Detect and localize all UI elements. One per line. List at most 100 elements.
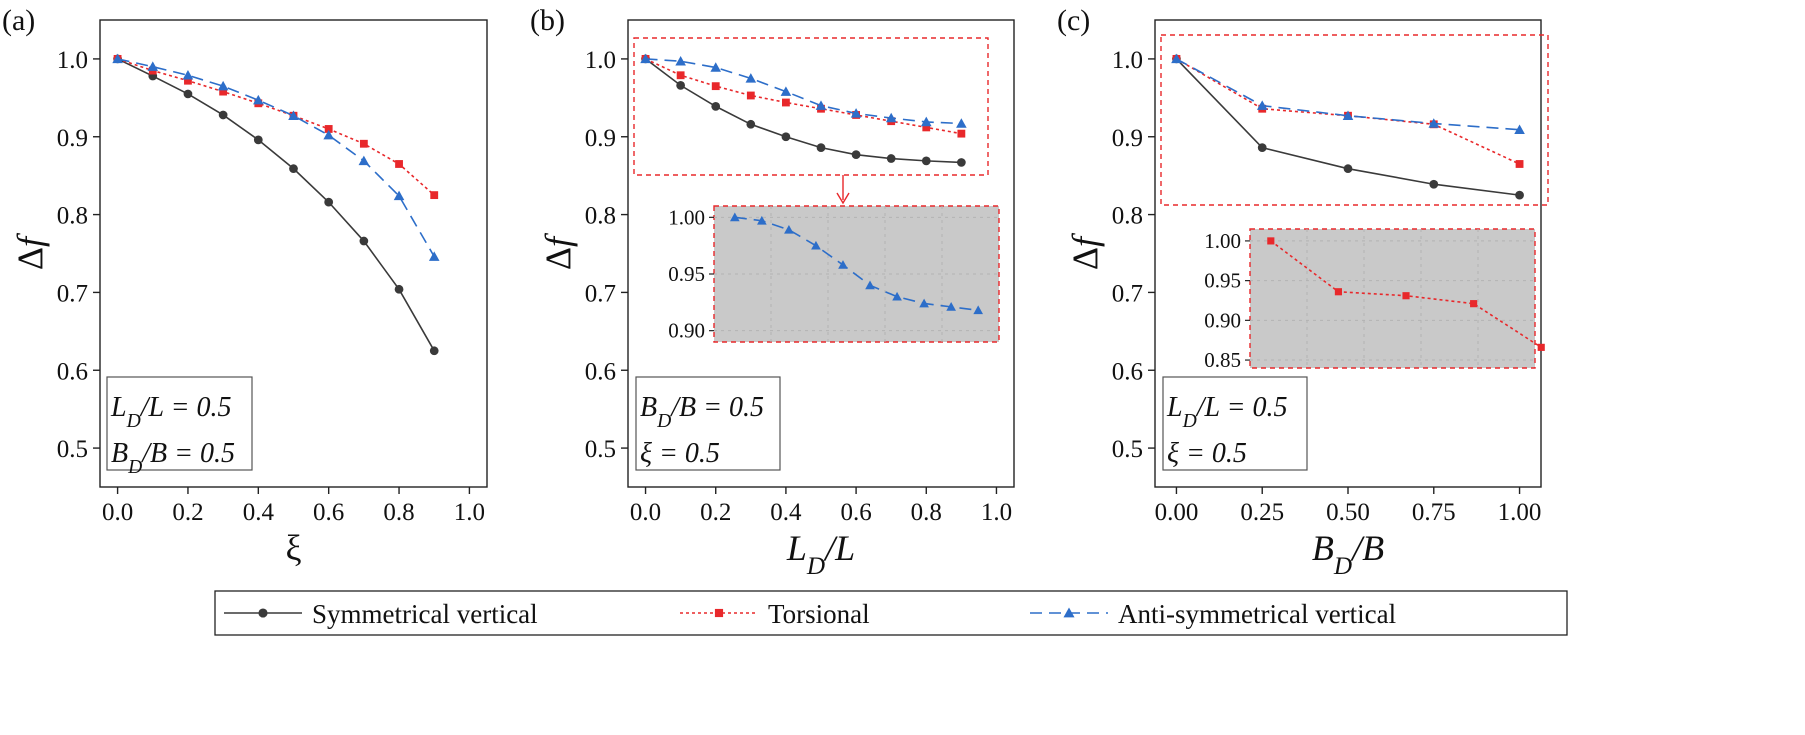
zoom-highlight-box	[633, 37, 989, 176]
y-tick-label: 0.6	[585, 358, 616, 385]
inset-frame	[1249, 228, 1536, 369]
series-line-sym	[117, 58, 435, 352]
series-anti	[1171, 53, 1525, 134]
y-tick-label: 1.0	[57, 47, 88, 74]
inset-data-point	[729, 212, 740, 222]
data-point-sym	[1429, 179, 1439, 189]
series-anti	[112, 53, 440, 261]
inset-y-tick-label: 0.90	[668, 319, 705, 343]
inset-data-point	[784, 224, 794, 234]
inset-series-line	[734, 216, 979, 312]
data-point-anti	[885, 112, 897, 123]
data-point-anti	[920, 116, 932, 127]
data-point-sym	[183, 89, 193, 99]
inset-data-point	[1402, 292, 1410, 300]
panel-label: (a)	[2, 4, 35, 37]
x-tick-label: 0.8	[383, 499, 414, 526]
legend-label-anti: Anti-symmetrical vertical	[1118, 599, 1396, 629]
inset-data-point	[892, 291, 902, 301]
panel-label: (b)	[530, 4, 565, 37]
data-point-anti	[323, 129, 334, 140]
data-point-sym	[816, 143, 826, 153]
y-tick-label: 0.7	[585, 280, 616, 307]
data-point-tor	[781, 98, 790, 107]
data-point-anti	[288, 110, 299, 120]
series-anti	[640, 53, 967, 128]
plot-frame	[627, 19, 1015, 488]
x-tick-label: 1.0	[454, 499, 485, 526]
y-tick-label: 1.0	[1112, 47, 1143, 74]
param-box	[106, 376, 253, 471]
inset-data-point	[973, 305, 984, 315]
y-tick-label: 0.5	[585, 436, 616, 463]
data-point-anti	[1514, 124, 1525, 134]
inset-y-tick-label: 0.95	[1204, 269, 1241, 293]
data-point-anti	[217, 80, 229, 91]
inset-plot: 0.85 0.90 0.95 1.00	[1204, 228, 1545, 372]
y-tick-label: 0.6	[1112, 358, 1143, 385]
y-tick-label: 0.9	[585, 125, 616, 152]
data-point-sym	[886, 154, 896, 163]
data-point-anti	[393, 190, 405, 201]
legend-marker-anti	[1063, 607, 1075, 618]
data-point-sym	[781, 132, 791, 142]
data-point-anti	[1428, 118, 1440, 128]
series-sym	[113, 54, 439, 356]
series-line-tor	[1176, 58, 1520, 165]
panel-b: 0.0 0.2 0.4 0.6 0.8 1.0 0.5 0.6 0.7 0.8 0.9 1.0 (b) Δ…	[530, 4, 1015, 580]
x-tick-label: 0.2	[700, 499, 731, 526]
inset-data-point	[865, 280, 875, 290]
data-point-tor	[711, 82, 720, 91]
x-tick-label: 0.4	[770, 499, 802, 526]
series-tor	[113, 55, 439, 200]
param-text: BD/B = 0.5	[640, 392, 764, 432]
param-text: LD/L = 0.5	[1166, 392, 1287, 432]
data-point-sym	[253, 135, 263, 145]
x-tick-label: 0.4	[243, 499, 275, 526]
data-point-sym	[921, 156, 931, 166]
data-point-anti	[850, 108, 862, 118]
data-point-sym	[676, 81, 686, 90]
data-point-tor	[676, 71, 685, 80]
inset-data-point	[838, 260, 848, 269]
y-tick-label: 0.6	[57, 358, 88, 385]
y-axis-title: Δf	[1065, 232, 1105, 270]
data-point-anti	[1171, 53, 1182, 64]
data-point-tor	[184, 76, 192, 85]
data-point-tor	[922, 123, 931, 132]
data-point-sym	[429, 346, 439, 356]
x-tick-label: 0.00	[1155, 499, 1199, 526]
data-point-sym	[359, 236, 369, 246]
inset-data-point	[1334, 288, 1342, 296]
inset-data-point	[946, 302, 956, 311]
inset-y-tick-label: 0.95	[668, 262, 705, 286]
data-point-anti	[1256, 100, 1268, 110]
data-point-anti	[358, 155, 370, 166]
y-axis-title: Δf	[538, 232, 578, 270]
legend-marker-tor	[714, 608, 724, 618]
inset-y-tick-label: 0.90	[1204, 308, 1241, 332]
param-text: LD/L = 0.5	[110, 392, 231, 432]
inset-data-point	[919, 298, 929, 308]
data-point-sym	[711, 102, 721, 111]
data-point-anti	[675, 55, 686, 66]
data-point-sym	[218, 110, 228, 120]
y-tick-label: 0.8	[57, 203, 88, 230]
y-tick-label: 0.9	[1112, 125, 1143, 152]
inset-data-point	[1470, 300, 1478, 308]
series-line-sym	[1175, 58, 1520, 196]
data-point-sym	[1257, 143, 1267, 153]
data-point-sym	[289, 164, 298, 174]
panel-c: 0.00 0.25 0.50 0.75 1.00 0.5 0.6 0.7 0.8 0.9 1.0 (c…	[1057, 4, 1549, 580]
data-point-anti	[1342, 110, 1354, 120]
data-point-tor	[1515, 160, 1524, 168]
data-point-sym	[1515, 190, 1524, 200]
data-point-anti	[780, 86, 792, 96]
inset-data-point	[1267, 237, 1275, 245]
y-tick-label: 0.7	[1112, 280, 1143, 307]
data-point-anti	[815, 100, 827, 110]
data-point-tor	[219, 87, 228, 96]
x-axis-title: ξ	[285, 528, 301, 568]
data-point-anti	[253, 94, 264, 105]
